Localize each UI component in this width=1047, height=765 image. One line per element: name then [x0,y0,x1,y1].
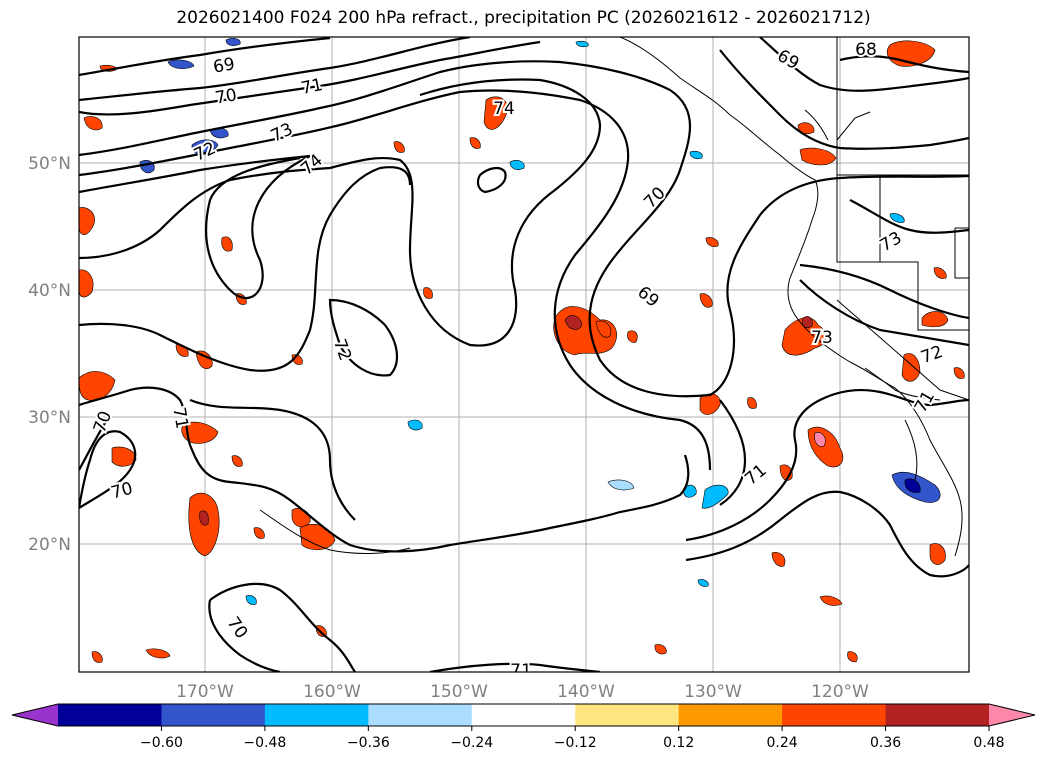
colorbar-segment [264,704,369,726]
lon-label: 160°W [303,682,361,702]
contour-label: 71 [510,661,532,681]
map-frame [78,36,970,673]
contour-label: 70 [214,85,239,108]
longitude-labels: 170°W 160°W 150°W 140°W 130°W 120°W [176,682,869,702]
contour-label: 69 [212,54,237,77]
colorbar-tick-label: 0.12 [663,735,694,751]
contour-label: 71 [168,406,191,431]
precip-negative-areas [139,38,941,605]
colorbar-tick-label: −0.12 [554,735,597,751]
contour-label: 68 [855,40,877,60]
colorbar-tick-label: 0.36 [870,735,901,751]
lat-label: 40°N [28,281,71,301]
colorbar-segment [471,704,576,726]
latitude-labels: 50°N 40°N 30°N 20°N [28,154,71,555]
colorbar-extend-low [12,704,58,726]
lon-label: 140°W [557,682,615,702]
colorbar-tick-label: 0.48 [973,735,1004,751]
colorbar-segment [678,704,783,726]
refractivity-contours [79,37,969,672]
contour-label: 73 [811,328,833,348]
lon-label: 120°W [811,682,869,702]
colorbar-tick-label: −0.48 [243,735,286,751]
colorbar-outline [11,703,1036,727]
colorbar-segment [885,704,990,726]
contour-label: 74 [493,99,515,119]
lon-label: 170°W [176,682,234,702]
colorbar-tick-label: 0.24 [767,735,798,751]
colorbar: −0.60 −0.48 −0.36 −0.24 −0.12 0.12 0.24 0.36 0.4… [11,703,1036,751]
lat-label: 30°N [28,408,71,428]
coastlines [259,37,969,557]
lat-label: 50°N [28,154,71,174]
colorbar-extend-high [989,704,1035,726]
colorbar-tick-label: −0.60 [140,735,183,751]
map-title: 2026021400 F024 200 hPa refract., precip… [176,8,871,28]
lat-label: 20°N [28,535,71,555]
colorbar-segment [161,704,266,726]
lon-label: 150°W [430,682,488,702]
colorbar-segment [58,704,162,726]
colorbar-segment [782,704,887,726]
lon-label: 130°W [684,682,742,702]
colorbar-segment [575,704,680,726]
colorbar-segment [368,704,473,726]
precip-positive-areas [79,40,965,663]
colorbar-tick-label: −0.36 [347,735,390,751]
colorbar-tick-label: −0.24 [450,735,493,751]
